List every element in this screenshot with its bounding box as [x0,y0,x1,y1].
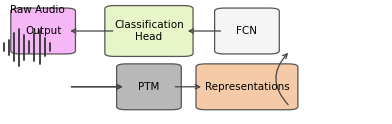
Text: Representations: Representations [205,82,289,92]
FancyBboxPatch shape [196,64,298,110]
Text: PTM: PTM [138,82,160,92]
Text: Raw Audio: Raw Audio [10,5,65,15]
FancyBboxPatch shape [11,8,75,54]
FancyBboxPatch shape [116,64,181,110]
Text: Output: Output [25,26,61,36]
Text: Classification
Head: Classification Head [114,20,184,42]
FancyBboxPatch shape [215,8,279,54]
Text: FCN: FCN [236,26,258,36]
FancyBboxPatch shape [105,6,193,56]
